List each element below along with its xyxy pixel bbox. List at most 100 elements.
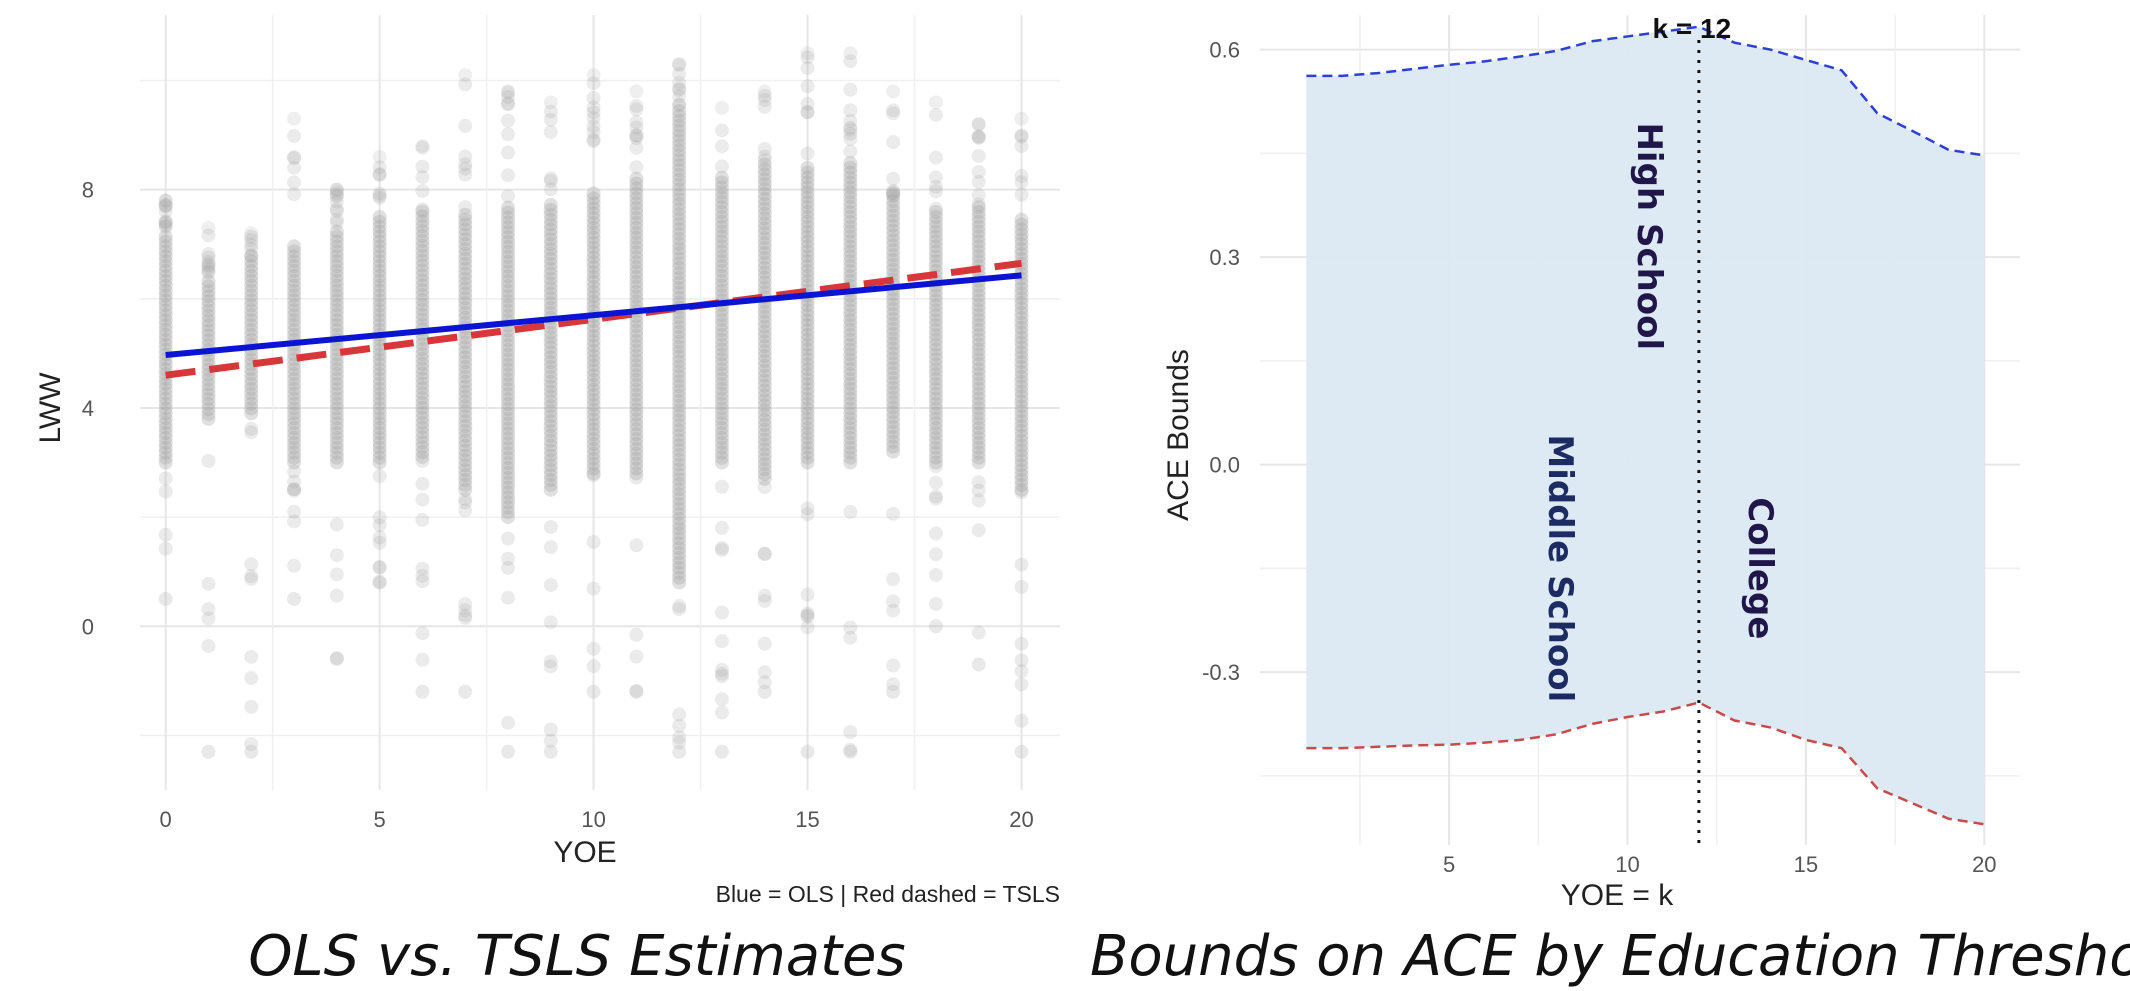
scatter-point [672,602,687,617]
left-x-tick-label: 5 [374,807,386,832]
scatter-point [928,201,943,216]
scatter-point [886,171,901,186]
scatter-point [458,118,473,133]
scatter-point [672,207,687,222]
scatter-point [928,401,943,416]
scatter-point [629,436,644,451]
scatter-point [287,514,302,529]
scatter-point [586,417,601,432]
scatter-point [244,298,259,313]
scatter-point [586,91,601,106]
scatter-point [757,427,772,442]
scatter-point [543,360,558,375]
scatter-point [158,455,173,470]
scatter-point [158,337,173,352]
scatter-point [971,249,986,264]
scatter-point [201,406,216,421]
scatter-point [244,229,259,244]
scatter-point [329,182,344,197]
scatter-point [586,289,601,304]
scatter-point [971,224,986,239]
scatter-point [800,435,815,450]
scatter-point [586,269,601,284]
left-scatter-points [158,46,1029,759]
scatter-point [458,77,473,92]
scatter-point [1014,664,1029,679]
scatter-point [543,364,558,379]
scatter-point [415,204,430,219]
scatter-point [672,266,687,281]
scatter-point [415,337,430,352]
scatter-point [287,386,302,401]
scatter-point [971,298,986,313]
scatter-point [629,84,644,99]
scatter-point [415,332,430,347]
scatter-point [287,254,302,269]
scatter-point [928,229,943,244]
scatter-point [843,630,858,645]
scatter-point [543,744,558,759]
scatter-point [757,547,772,562]
scatter-point [672,433,687,448]
scatter-point [244,367,259,382]
scatter-point [329,224,344,239]
scatter-point [1014,458,1029,473]
scatter-point [672,221,687,236]
scatter-point [415,425,430,440]
scatter-point [287,367,302,382]
right-x-tick-label: 10 [1615,852,1639,877]
scatter-point [714,391,729,406]
scatter-point [372,263,387,278]
scatter-point [886,228,901,243]
scatter-point [586,186,601,201]
scatter-point [244,322,259,337]
scatter-point [843,114,858,129]
scatter-point [886,410,901,425]
scatter-point [1014,404,1029,419]
scatter-point [971,327,986,342]
scatter-point [501,293,515,308]
scatter-point [843,440,858,455]
scatter-point [800,298,815,313]
scatter-point [287,376,302,391]
scatter-point [971,164,986,179]
scatter-point [800,411,815,426]
scatter-point [886,233,901,248]
scatter-point [244,288,259,303]
scatter-point [886,336,901,351]
scatter-point [714,337,729,352]
scatter-point [843,426,858,441]
scatter-point [287,435,302,450]
scatter-point [501,744,515,759]
scatter-point [543,654,558,669]
scatter-point [501,441,515,456]
scatter-column [843,46,858,759]
scatter-point [886,253,901,268]
scatter-point [843,293,858,308]
scatter-point [629,160,644,175]
scatter-point [672,108,687,123]
scatter-point [971,197,986,212]
scatter-point [543,659,558,674]
ace-bounds-band [1306,26,1985,825]
scatter-point [458,409,473,424]
scatter-point [158,313,173,328]
scatter-point [757,88,772,103]
scatter-point [586,581,601,596]
scatter-point [543,477,558,492]
scatter-point [543,242,558,257]
scatter-point [714,234,729,249]
scatter-point [501,284,515,299]
scatter-point [543,112,558,127]
scatter-point [372,357,387,372]
scatter-point [928,421,943,436]
scatter-point [501,715,515,730]
scatter-point [158,204,173,219]
scatter-point [757,265,772,280]
scatter-point [415,243,430,258]
scatter-point [843,620,858,635]
scatter-point [501,85,515,100]
scatter-point [244,425,259,440]
scatter-point [629,274,644,289]
scatter-point [843,190,858,205]
